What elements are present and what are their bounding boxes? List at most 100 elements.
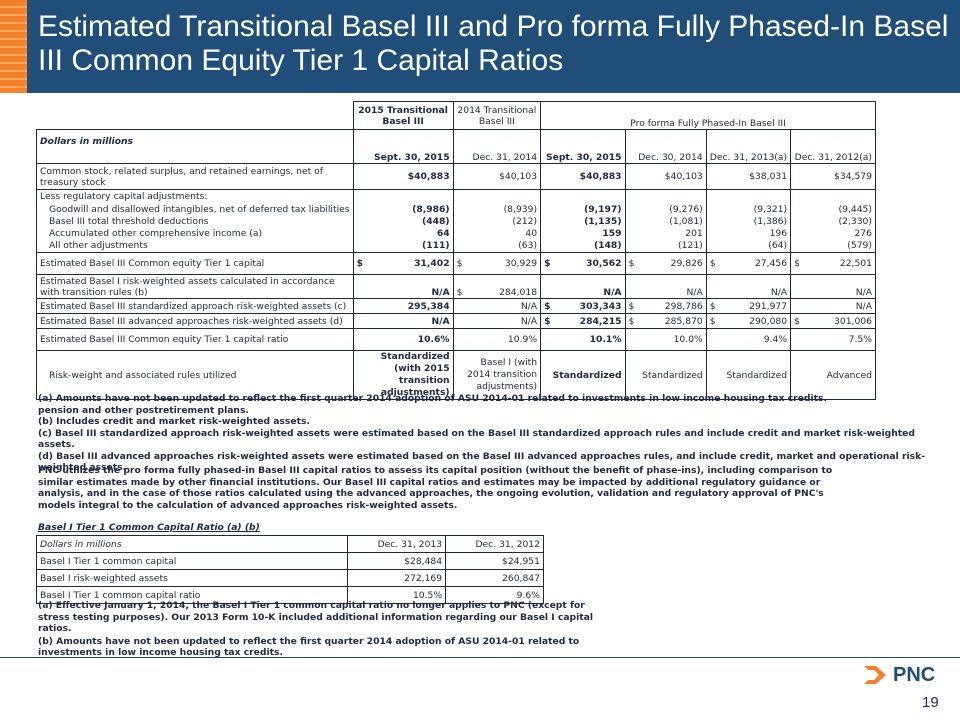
page-number: 19: [922, 694, 939, 711]
cell-value: 201: [625, 227, 707, 240]
cell-value: N/A: [790, 298, 876, 314]
cell-value: Standardized: [625, 350, 707, 400]
footnote: (a) Effective January 1, 2014, the Basel…: [38, 600, 594, 634]
basel1-ratio-table: Dollars in millions Dec. 31, 2013 Dec. 3…: [35, 535, 544, 604]
cell-value: $38,031: [706, 163, 792, 190]
footnote: (c) Basel III standardized approach risk…: [38, 427, 915, 451]
footnote: (b) Amounts have not been updated to ref…: [38, 635, 580, 659]
cell-value: N/A: [352, 274, 454, 299]
currency-sign: $: [709, 258, 716, 269]
cell-value: 196: [706, 227, 792, 240]
date-header: Dec. 31, 2013: [347, 535, 446, 553]
cell-value: 285,870: [664, 315, 703, 327]
cell-value: (9,197): [540, 203, 626, 216]
cell-value: 295,384: [352, 298, 454, 314]
pnc-logo-icon: [864, 666, 886, 684]
row-label: Accumulated other comprehensive income (…: [36, 227, 354, 240]
cell-value: Basel I (with 2014 transition adjustment…: [453, 350, 542, 400]
cell-value: 9.6%: [445, 586, 544, 604]
currency-sign: $: [544, 300, 551, 312]
cell-value: 276: [790, 227, 876, 240]
cell-value: (1,135): [540, 215, 626, 228]
cell-value: (121): [625, 239, 707, 253]
currency-sign: $: [709, 315, 716, 327]
cell-value: $24,951: [445, 552, 544, 570]
cell-value: (64): [706, 239, 792, 253]
cell-value: $40,103: [625, 163, 707, 190]
cell-value: 298,786: [664, 300, 703, 312]
cell-value: (8,986): [352, 203, 454, 216]
cell-value: $40,883: [540, 163, 626, 190]
cell-value: 10.6%: [352, 328, 454, 351]
row-label: Estimated Basel III advanced approaches …: [36, 313, 354, 329]
dollars-in-millions: Dollars in millions: [35, 535, 348, 553]
basel1-footnotes: (a) Effective January 1, 2014, the Basel…: [38, 600, 618, 659]
date-header: Dec. 31, 2012: [445, 535, 544, 553]
cell-value: 284,215: [579, 315, 622, 327]
cell-value: Advanced: [790, 350, 876, 400]
cell-value: 10.1%: [540, 328, 626, 351]
cell-value: 31,402: [414, 258, 450, 269]
cell-value: (2,330): [790, 215, 876, 228]
row-label: Basel I Tier 1 common capital: [35, 552, 348, 570]
date-header: Dec. 31, 2014: [453, 129, 542, 164]
cell-value: 7.5%: [790, 328, 876, 351]
date-header: Sept. 30, 2015: [352, 129, 454, 164]
date-header: Sept. 30, 2015: [540, 129, 626, 164]
cell-value: $40,883: [352, 163, 454, 190]
date-header: Dec. 31, 2012(a): [790, 129, 876, 164]
currency-sign: $: [456, 258, 463, 269]
cell-value: 22,501: [839, 258, 872, 269]
cell-value: N/A: [453, 313, 542, 329]
row-label: Less regulatory capital adjustments:: [36, 189, 354, 204]
footnote: pension and other postretirement plans.: [38, 404, 249, 416]
cell-value: N/A: [540, 274, 626, 299]
row-label: Estimated Basel III Common equity Tier 1…: [36, 252, 354, 275]
cell-value: 30,562: [586, 258, 622, 269]
col-header-2014-transitional: 2014 Transitional Basel III: [453, 101, 542, 130]
row-label: Estimated Basel III Common equity Tier 1…: [36, 328, 354, 351]
cell-value: 272,169: [347, 569, 446, 587]
cell-value: 301,006: [834, 315, 872, 327]
row-label: Basel III total threshold deductions: [36, 215, 354, 228]
cell-value: 260,847: [445, 569, 544, 587]
row-label: Estimated Basel III standardized approac…: [36, 298, 354, 314]
currency-sign: $: [544, 258, 551, 269]
cell-value: (448): [352, 215, 454, 228]
footnote: (d) Basel III advanced approaches risk-w…: [38, 450, 926, 474]
row-label: All other adjustments: [36, 239, 354, 253]
cell-value: (212): [453, 215, 542, 228]
cell-value: N/A: [453, 298, 542, 314]
cell-value: 30,929: [504, 258, 538, 269]
cell-value: $40,103: [453, 163, 542, 190]
cell-value: (1,386): [706, 215, 792, 228]
cell-value: 9.4%: [706, 328, 792, 351]
currency-sign: $: [544, 315, 551, 327]
cell-value: (1,081): [625, 215, 707, 228]
footnotes: (a) Amounts have not been updated to ref…: [38, 393, 938, 474]
cell-value: N/A: [625, 274, 707, 299]
cell-value: $28,484: [347, 552, 446, 570]
row-label: Basel I Tier 1 common capital ratio: [35, 586, 348, 604]
cell-value: 10.5%: [347, 586, 446, 604]
date-header: Dec. 30, 2014: [625, 129, 707, 164]
cell-value: (148): [540, 239, 626, 253]
row-label: Risk-weight and associated rules utilize…: [36, 350, 354, 400]
cell-value: N/A: [790, 274, 876, 299]
currency-sign: $: [794, 258, 800, 269]
cell-value: 64: [352, 227, 454, 240]
row-label: Goodwill and disallowed intangibles, net…: [36, 203, 354, 216]
disclosure-paragraph: PNC utilizes the pro forma fully phased-…: [38, 465, 833, 511]
cell-value: Standardized (with 2015 transition adjus…: [352, 350, 454, 400]
cell-value: 290,080: [749, 315, 788, 327]
cell-value: 10.0%: [625, 328, 707, 351]
col-header-proforma: Pro forma Fully Phased-In Basel III: [540, 101, 876, 130]
currency-sign: $: [456, 287, 463, 298]
cell-value: 27,456: [754, 258, 788, 269]
pnc-logo-text: PNC: [893, 664, 936, 686]
cell-value: Standardized: [706, 350, 792, 400]
cell-value: 40: [453, 227, 542, 240]
currency-sign: $: [356, 258, 363, 269]
row-label: Estimated Basel I risk-weighted assets c…: [36, 274, 354, 299]
row-label: Basel I risk-weighted assets: [35, 569, 348, 587]
